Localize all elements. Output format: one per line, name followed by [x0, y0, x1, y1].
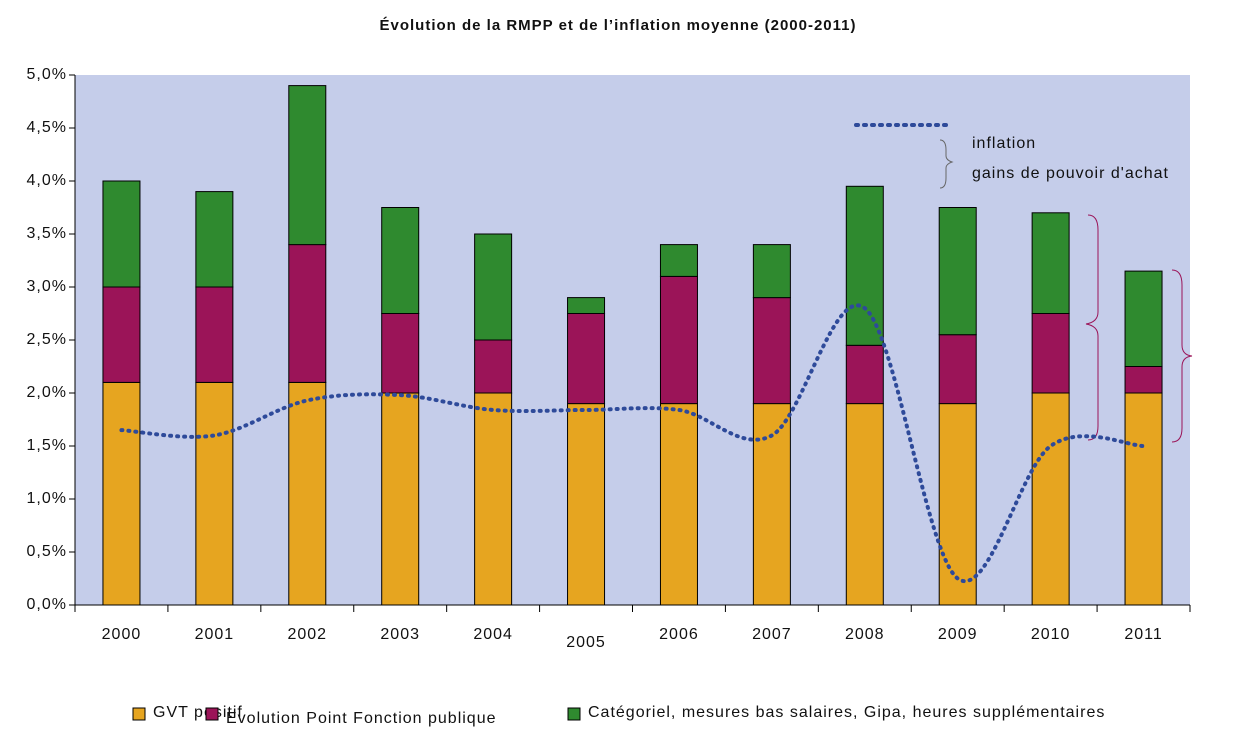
bar-segment: [567, 403, 606, 606]
bar-segment: [1124, 392, 1163, 606]
bar-segment: [1031, 212, 1070, 314]
bar-segment: [474, 339, 513, 394]
legend-label: Evolution Point Fonction publique: [226, 710, 497, 727]
x-tick-label: 2006: [659, 626, 699, 643]
bar-segment: [381, 313, 420, 394]
y-tick-label: 0,0%: [27, 596, 67, 613]
bar-segment: [1031, 392, 1070, 606]
x-tick-label: 2007: [752, 626, 792, 643]
y-tick-label: 4,0%: [27, 172, 67, 189]
chart-title: Évolution de la RMPP et de l’inflation m…: [380, 17, 857, 34]
bar-segment: [845, 185, 884, 346]
x-tick-label: 2010: [1031, 626, 1071, 643]
annotation: gains de pouvoir d'achat: [972, 165, 1169, 182]
bar-segment: [288, 244, 327, 383]
x-tick-label: 2001: [195, 626, 235, 643]
plot-background: [75, 75, 1190, 605]
x-tick-label: 2002: [287, 626, 327, 643]
y-tick-label: 1,0%: [27, 490, 67, 507]
bar-segment: [845, 403, 884, 606]
x-tick-label: 2005: [566, 634, 606, 651]
legend-swatch: [132, 707, 146, 721]
brace: [1085, 214, 1099, 441]
bar-segment: [567, 297, 606, 315]
bar-segment: [195, 286, 234, 383]
y-tick-label: 0,5%: [27, 543, 67, 560]
bar-segment: [938, 334, 977, 405]
legend-label: Catégoriel, mesures bas salaires, Gipa, …: [588, 704, 1105, 721]
y-tick-label: 3,5%: [27, 225, 67, 242]
bar-segment: [845, 344, 884, 405]
x-tick-label: 2003: [380, 626, 420, 643]
legend-label: GVT positif: [153, 704, 243, 721]
y-tick-label: 2,5%: [27, 331, 67, 348]
bar-segment: [1124, 270, 1163, 368]
bar-segment: [381, 392, 420, 606]
y-tick-label: 1,5%: [27, 437, 67, 454]
brace: [1171, 269, 1193, 443]
x-tick-label: 2004: [473, 626, 513, 643]
bar-segment: [659, 403, 698, 606]
bar-segment: [938, 207, 977, 336]
bar-segment: [567, 313, 606, 405]
bar-segment: [381, 207, 420, 314]
y-tick-label: 2,0%: [27, 384, 67, 401]
bar-segment: [659, 275, 698, 405]
bar-segment: [102, 381, 141, 606]
bar-segment: [474, 233, 513, 341]
bar-segment: [195, 381, 234, 606]
legend-label: inflation: [972, 135, 1036, 152]
bar-segment: [195, 191, 234, 288]
y-tick-label: 5,0%: [27, 66, 67, 83]
bar-segment: [1124, 366, 1163, 394]
bar-segment: [1031, 313, 1070, 394]
bar-segment: [938, 403, 977, 606]
y-tick-label: 4,5%: [27, 119, 67, 136]
x-tick-label: 2000: [102, 626, 142, 643]
x-tick-label: 2011: [1124, 626, 1162, 643]
bar-segment: [102, 286, 141, 383]
bar-segment: [752, 244, 791, 299]
bar-segment: [752, 297, 791, 405]
x-tick-label: 2008: [845, 626, 885, 643]
inflation-line: [119, 303, 1146, 584]
bar-segment: [474, 392, 513, 606]
legend-swatch: [205, 707, 219, 721]
x-tick-label: 2009: [938, 626, 978, 643]
bar-segment: [288, 381, 327, 606]
brace: [939, 139, 954, 189]
legend-swatch: [567, 707, 581, 721]
bar-segment: [659, 244, 698, 277]
bar-segment: [102, 180, 141, 288]
y-tick-label: 3,0%: [27, 278, 67, 295]
bar-segment: [288, 85, 327, 246]
